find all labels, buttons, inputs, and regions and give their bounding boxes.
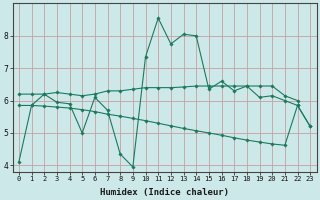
X-axis label: Humidex (Indice chaleur): Humidex (Indice chaleur) <box>100 188 229 197</box>
